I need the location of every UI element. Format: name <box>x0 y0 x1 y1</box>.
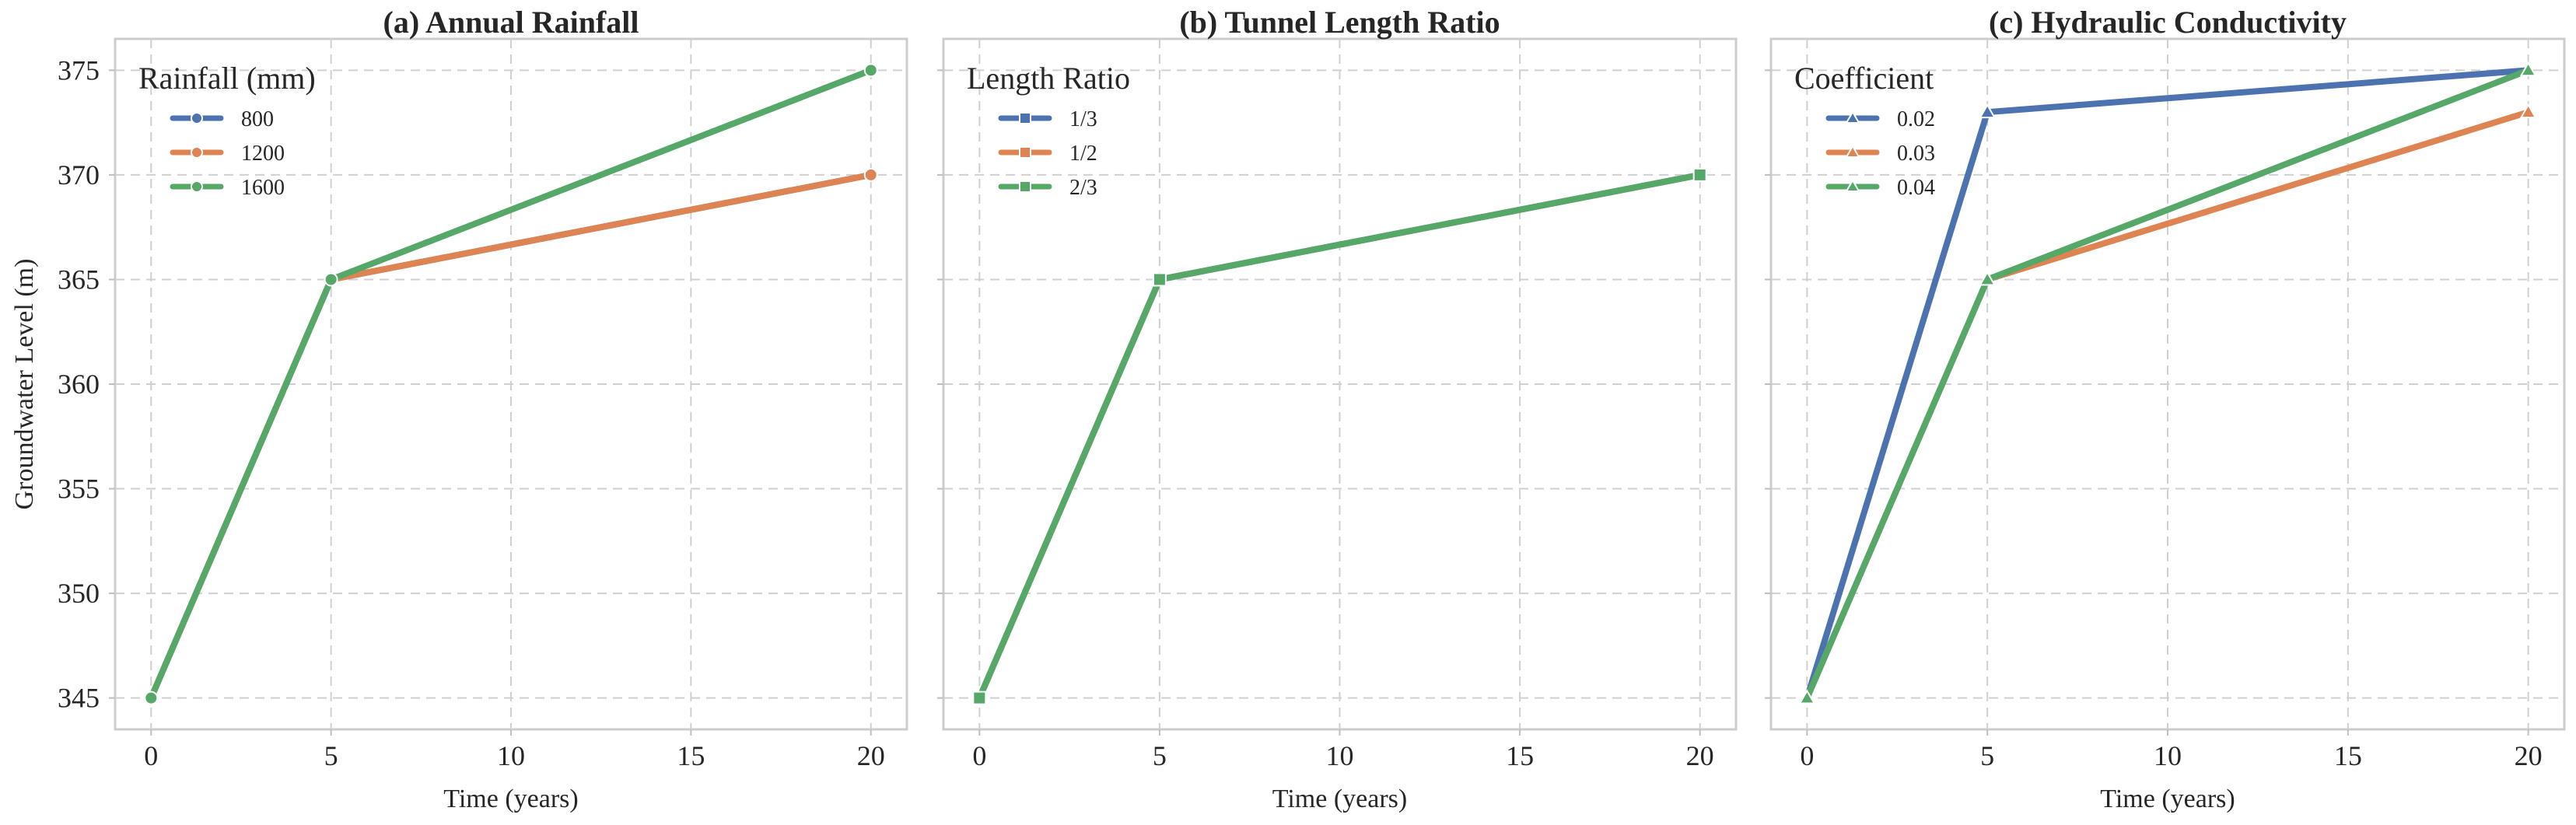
legend-marker <box>191 112 203 124</box>
x-tick-label: 10 <box>1326 740 1354 771</box>
x-tick-label: 15 <box>2334 740 2362 771</box>
y-tick-label: 345 <box>58 683 100 714</box>
data-point-1600 <box>863 63 878 78</box>
x-axis-label: Time (years) <box>1272 785 1407 813</box>
legend-marker <box>1019 112 1031 124</box>
legend-marker <box>1845 178 1860 193</box>
x-tick-label: 20 <box>857 740 885 771</box>
chart-panel-3: 0 5 10 15 20 (c) Hydraulic Conductivity Time (… <box>1765 5 2566 813</box>
legend-label: 1/2 <box>1069 142 1097 166</box>
x-tick-label: 15 <box>677 740 705 771</box>
legend-marker <box>191 146 203 159</box>
data-point-2/3 <box>1692 167 1707 182</box>
y-tick-label: 365 <box>58 264 100 295</box>
x-tick-label: 20 <box>2515 740 2543 771</box>
x-tick-label: 15 <box>1506 740 1534 771</box>
data-point-1200 <box>863 167 878 182</box>
legend-title: Coefficient <box>1794 61 1934 96</box>
x-tick-label: 0 <box>1800 740 1814 771</box>
legend-marker <box>191 180 203 193</box>
legend-marker <box>1845 110 1860 124</box>
data-point-0.02 <box>1979 103 1997 119</box>
legend-label: 1/3 <box>1069 107 1097 131</box>
legend-marker <box>1019 146 1031 159</box>
x-tick-label: 5 <box>1980 740 1994 771</box>
data-point-1600 <box>144 690 159 705</box>
data-point-0.03 <box>2519 103 2537 119</box>
y-tick-label: 375 <box>58 54 100 86</box>
data-point-1600 <box>324 272 338 287</box>
y-tick-label: 355 <box>58 474 100 505</box>
x-tick-label: 0 <box>144 740 158 771</box>
data-point-2/3 <box>972 690 987 705</box>
x-tick-label: 5 <box>1153 740 1167 771</box>
chart-panel-2: 0 5 10 15 20 (b) Tunnel Length Ratio Time (yea… <box>937 5 1738 813</box>
x-axis-label: Time (years) <box>2100 785 2235 813</box>
legend-marker <box>1019 180 1031 193</box>
data-point-0.04 <box>2519 61 2537 77</box>
y-tick-label: 360 <box>58 369 100 400</box>
chart-title: (c) Hydraulic Conductivity <box>1989 5 2347 40</box>
x-tick-label: 20 <box>1686 740 1714 771</box>
chart-panel-1: 0 5 10 15 20 345 350 355 360 365 370 375 (a) Annual … <box>10 5 908 813</box>
legend-marker <box>1845 144 1860 159</box>
legend-label: 0.02 <box>1897 107 1935 131</box>
legend-label: 0.04 <box>1897 176 1935 200</box>
data-point-0.04 <box>1979 271 1997 286</box>
data-point-2/3 <box>1152 272 1167 287</box>
legend-label: 800 <box>241 107 274 131</box>
legend-title: Rainfall (mm) <box>138 61 316 96</box>
x-tick-label: 10 <box>497 740 525 771</box>
legend-label: 0.03 <box>1897 142 1935 166</box>
legend-label: 1200 <box>241 142 285 166</box>
x-tick-label: 10 <box>2154 740 2182 771</box>
legend-title: Length Ratio <box>967 61 1130 96</box>
chart-title: (b) Tunnel Length Ratio <box>1179 5 1500 40</box>
x-axis-label: Time (years) <box>443 785 578 813</box>
x-tick-label: 5 <box>324 740 338 771</box>
x-tick-label: 0 <box>972 740 986 771</box>
legend-label: 1600 <box>241 176 285 200</box>
y-tick-label: 370 <box>58 159 100 191</box>
data-point-0.04 <box>1798 689 1816 704</box>
y-axis-label: Groundwater Level (m) <box>10 259 39 510</box>
y-tick-label: 350 <box>58 578 100 609</box>
legend-label: 2/3 <box>1069 176 1097 200</box>
chart-title: (a) Annual Rainfall <box>383 5 639 40</box>
